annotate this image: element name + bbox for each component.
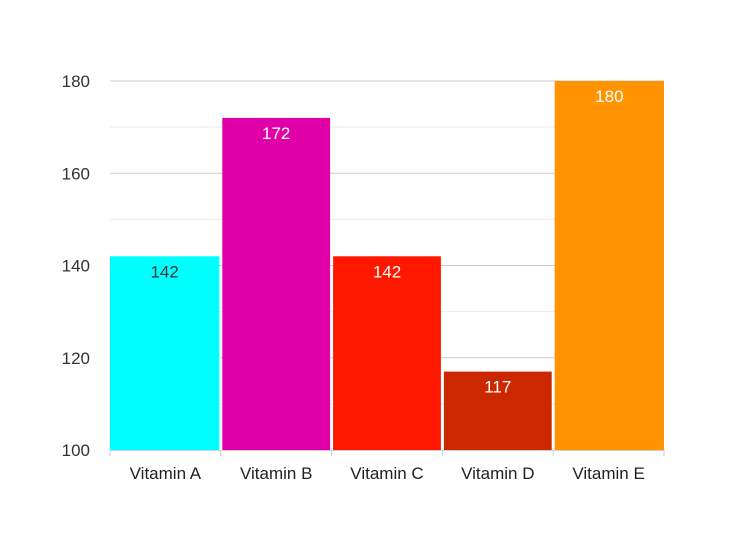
y-tick-label: 140	[62, 257, 90, 276]
data-label: 142	[150, 262, 178, 281]
bar	[333, 256, 441, 450]
y-tick-label: 100	[62, 441, 90, 460]
bar	[110, 256, 220, 450]
bar	[443, 371, 552, 450]
x-tick-label: Vitamin C	[350, 464, 423, 483]
x-tick-label: Vitamin D	[461, 464, 534, 483]
bar	[554, 81, 664, 450]
axes	[109, 450, 665, 456]
data-label: 117	[484, 378, 511, 397]
x-tick-label: Vitamin E	[572, 464, 644, 483]
y-tick-label: 160	[62, 164, 90, 183]
labels: 100 120 140 160 180 142 Vitamin A 172 Vitamin B 1…	[62, 72, 645, 483]
y-tick-label: 180	[62, 72, 90, 91]
bars	[110, 81, 664, 451]
data-label: 180	[595, 87, 623, 106]
data-label: 172	[262, 124, 290, 143]
x-tick-label: Vitamin A	[130, 464, 202, 483]
data-label: 142	[373, 262, 401, 281]
bar	[222, 117, 331, 451]
x-tick-label: Vitamin B	[240, 464, 312, 483]
y-tick-label: 120	[62, 349, 90, 368]
